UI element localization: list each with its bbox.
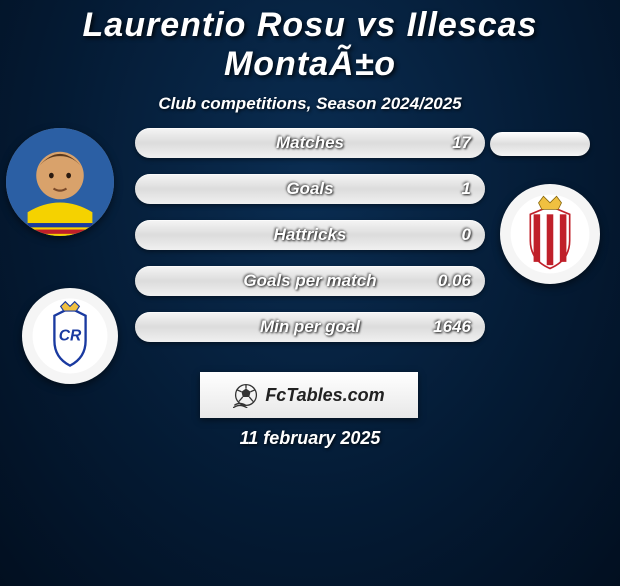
left-player-avatar <box>6 128 114 236</box>
left-club-crest: CR <box>22 288 118 384</box>
stat-label: Hattricks <box>135 220 485 250</box>
branding-box: FcTables.com <box>200 372 418 418</box>
stat-row-goals-per-match: Goals per match 0.06 <box>135 266 485 296</box>
stats-area: Matches 17 Goals 1 Hattricks 0 Goals per… <box>135 128 485 358</box>
comparison-date: 11 february 2025 <box>0 428 620 449</box>
crest-stripes-icon <box>509 193 591 275</box>
player-portrait-icon <box>6 128 114 236</box>
stat-label: Goals per match <box>135 266 485 296</box>
stat-label: Goals <box>135 174 485 204</box>
comparison-subtitle: Club competitions, Season 2024/2025 <box>0 94 620 114</box>
soccer-ball-icon <box>233 382 259 408</box>
stat-value-right: 17 <box>452 128 471 158</box>
stat-value-right: 1 <box>462 174 471 204</box>
stat-row-hattricks: Hattricks 0 <box>135 220 485 250</box>
stat-value-right: 0.06 <box>438 266 471 296</box>
branding-label: FcTables.com <box>265 385 384 406</box>
stat-row-min-per-goal: Min per goal 1646 <box>135 312 485 342</box>
stat-value-right: 1646 <box>433 312 471 342</box>
crest-shield-icon: CR <box>31 297 109 375</box>
stat-row-matches: Matches 17 <box>135 128 485 158</box>
stat-row-goals: Goals 1 <box>135 174 485 204</box>
stat-value-right: 0 <box>462 220 471 250</box>
comparison-title: Laurentio Rosu vs Illescas MontaÃ±o <box>0 6 620 84</box>
right-club-crest <box>500 184 600 284</box>
stat-label: Matches <box>135 128 485 158</box>
svg-text:CR: CR <box>59 328 82 345</box>
right-player-blank-pill <box>490 132 590 156</box>
